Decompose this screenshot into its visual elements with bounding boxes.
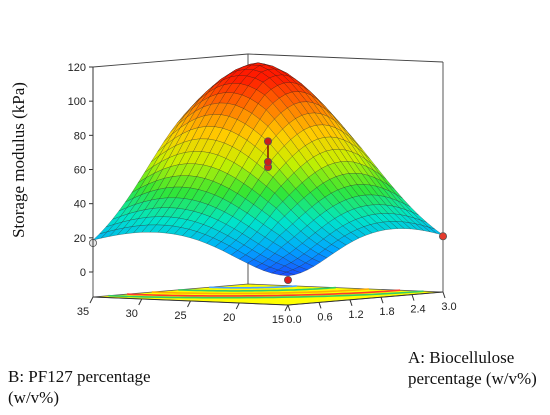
floor-contour	[178, 286, 336, 292]
y-tick-mark	[138, 298, 143, 306]
surface-patch	[279, 271, 295, 277]
y-tick-mark	[235, 302, 240, 310]
x-tick-label: 2.4	[410, 304, 425, 316]
z-tick-label: 120	[68, 62, 86, 74]
x-tick-mark	[349, 299, 353, 306]
y-axis-title-line-1: B: PF127 percentage	[8, 367, 151, 386]
floor-contour	[127, 289, 401, 297]
y-tick-label: 30	[126, 308, 138, 320]
z-axis-title: Storage modulus (kPa)	[9, 82, 28, 238]
design-point-1	[438, 232, 447, 241]
x-axis-line	[287, 291, 444, 306]
y-tick-mark	[89, 296, 94, 304]
x-tick-mark	[442, 291, 446, 299]
x-tick-label: 3.0	[441, 301, 456, 313]
frame-edge	[247, 53, 444, 63]
y-tick-label: 25	[174, 310, 186, 322]
x-tick-mark	[380, 297, 384, 304]
frame-edge	[92, 53, 249, 68]
z-tick-label: 0	[80, 267, 86, 279]
y-tick-mark	[187, 300, 191, 308]
x-axis-title: A: Biocellulose percentage (w/v%)	[408, 347, 537, 389]
design-point-4	[263, 137, 272, 146]
response-surface	[92, 62, 444, 277]
x-axis-title-line-2: percentage (w/v%)	[408, 369, 537, 388]
y-tick-mark	[284, 304, 289, 312]
x-tick-label: 1.2	[348, 309, 363, 321]
axes: 0 20 40 60 80 100 120 0.0 0.6 1.2 1.8 2.4 3.0 15 20 25 3…	[68, 62, 457, 326]
x-tick-mark	[318, 302, 322, 309]
design-point-2	[283, 275, 292, 284]
z-tick-label: 20	[74, 233, 86, 245]
z-tick-label: 100	[68, 96, 86, 108]
x-axis-title-line-1: A: Biocellulose	[408, 348, 515, 367]
floor-contour	[108, 290, 424, 299]
x-tick-mark	[287, 304, 291, 312]
y-axis-title-line-2: (w/v%)	[8, 388, 59, 407]
z-tick-label: 60	[74, 165, 86, 177]
x-tick-label: 0.0	[286, 314, 301, 326]
z-tick-label: 40	[74, 199, 86, 211]
y-axis-title: B: PF127 percentage (w/v%)	[8, 366, 151, 408]
floor-contour	[151, 288, 369, 295]
z-tick-label: 80	[74, 130, 86, 142]
floor-contour-plane	[92, 283, 444, 306]
y-tick-label: 20	[223, 312, 235, 324]
design-point-5	[263, 157, 272, 166]
y-tick-label: 15	[272, 314, 284, 326]
x-tick-label: 1.8	[379, 306, 394, 318]
floor-contour	[209, 285, 297, 289]
y-tick-label: 35	[77, 306, 89, 318]
x-tick-label: 0.6	[317, 311, 332, 323]
x-tick-mark	[411, 294, 415, 301]
